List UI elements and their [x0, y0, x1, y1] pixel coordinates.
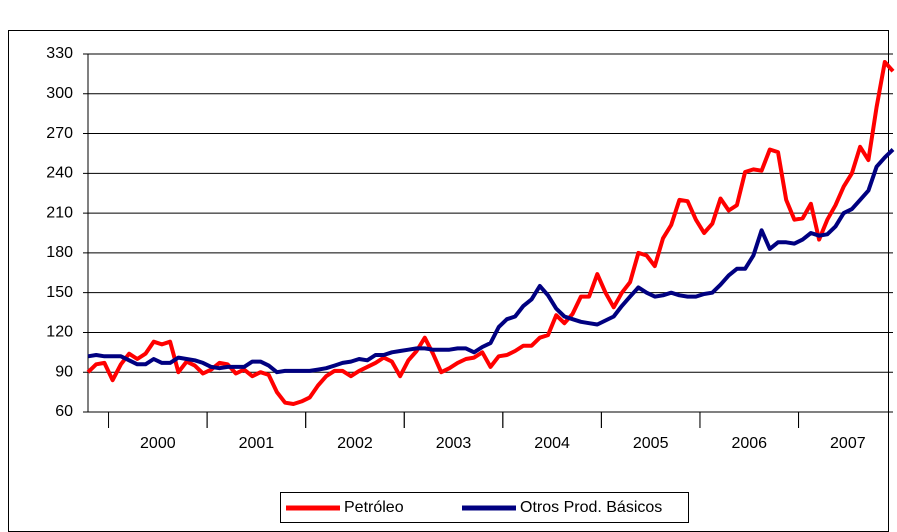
- x-tick-label: 2005: [633, 435, 669, 452]
- x-tick-label: 2003: [436, 435, 472, 452]
- legend-label: Petróleo: [344, 499, 404, 516]
- x-tick-label: 2004: [534, 435, 570, 452]
- y-tick-label: 180: [46, 244, 73, 261]
- legend-label: Otros Prod. Básicos: [520, 499, 662, 516]
- x-tick-label: 2007: [830, 435, 866, 452]
- x-tick-label: 2001: [239, 435, 275, 452]
- y-tick-label: 330: [46, 45, 73, 62]
- x-tick-label: 2006: [731, 435, 767, 452]
- series-line: [86, 60, 895, 406]
- y-tick-label: 300: [46, 85, 73, 102]
- y-tick-label: 120: [46, 324, 73, 341]
- y-tick-label: 90: [55, 363, 73, 380]
- y-tick-label: 240: [46, 165, 73, 182]
- y-tick-label: 270: [46, 125, 73, 142]
- x-tick-label: 2002: [337, 435, 373, 452]
- y-tick-label: 210: [46, 204, 73, 221]
- y-tick-label: 150: [46, 284, 73, 301]
- x-tick-label: 2000: [140, 435, 176, 452]
- series-line: [87, 148, 895, 375]
- chart-border: [8, 30, 889, 532]
- y-tick-label: 60: [55, 403, 73, 420]
